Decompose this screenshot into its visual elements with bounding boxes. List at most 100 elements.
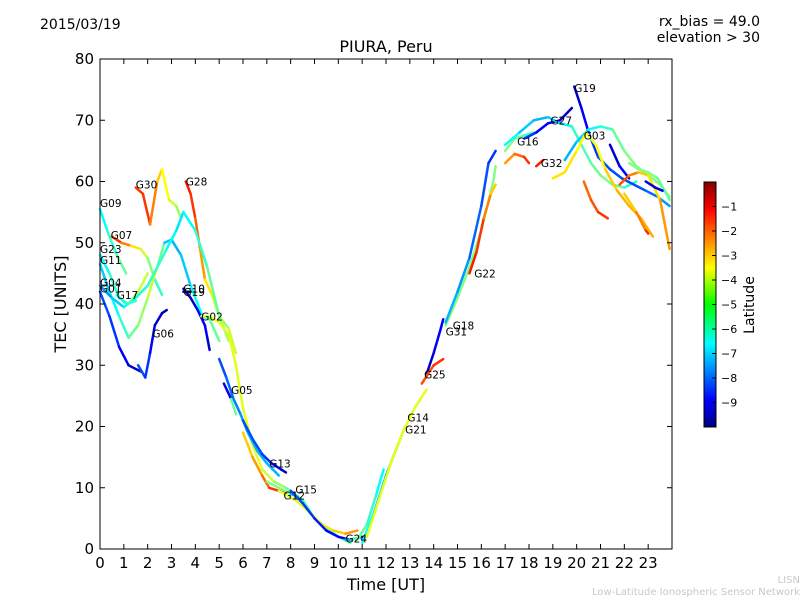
series-label: G02 [201, 311, 223, 323]
series-segment [115, 253, 128, 275]
series-segment [208, 318, 221, 343]
series-segment [98, 253, 111, 275]
series-segment [644, 180, 657, 189]
series-G10 [182, 287, 211, 352]
series-segment [487, 149, 497, 165]
series-segment [623, 192, 638, 214]
series-label: G15 [295, 485, 317, 497]
series-segment [175, 210, 185, 232]
series-Grise2 [444, 149, 497, 324]
series-Gpk5 [608, 143, 631, 180]
series-segment [279, 468, 288, 474]
series-segment [179, 253, 192, 287]
series-segment [127, 364, 142, 373]
series-segment [503, 131, 521, 147]
x-tick-label: 11 [353, 554, 372, 572]
series-G32 [534, 158, 545, 168]
series-segment [420, 364, 435, 385]
series-segment [146, 266, 159, 287]
series-segment [532, 115, 550, 122]
series-label: G24 [346, 534, 368, 546]
series-segment [165, 229, 178, 251]
series-segment [277, 489, 297, 502]
series-segment [136, 272, 149, 294]
y-tick-label: 80 [75, 50, 94, 68]
x-tick-label: 2 [143, 554, 153, 572]
series-Gpk1 [503, 152, 531, 165]
series-segment [580, 143, 593, 165]
series-segment [558, 122, 574, 128]
series-segment [225, 376, 235, 401]
series-label: G13 [269, 458, 291, 470]
series-label: G31 [446, 327, 468, 339]
series-label: G09 [100, 198, 122, 210]
series-segment [611, 128, 626, 153]
x-tick-label: 23 [639, 554, 658, 572]
series-segment [558, 106, 574, 122]
series-segment [260, 452, 273, 465]
series-segment [148, 180, 159, 226]
series-label: G06 [152, 328, 174, 340]
series-label: G27 [551, 115, 573, 127]
series-segment [518, 119, 536, 134]
series-segment [153, 311, 164, 327]
series-segment [134, 284, 149, 300]
series-segment [170, 238, 183, 257]
series-segment [98, 284, 114, 300]
colorbar-tick-label: −3 [721, 250, 737, 263]
series-segment [503, 152, 516, 165]
series-segment [503, 137, 516, 153]
series-segment [513, 152, 526, 159]
colorbar-label: Latitude [742, 276, 758, 334]
series-segment [277, 486, 292, 496]
series-segment [265, 462, 281, 477]
series-segment [377, 462, 393, 502]
series-label: G04 [100, 278, 122, 290]
series-segment [627, 161, 640, 171]
y-tick-label: 50 [75, 234, 94, 252]
y-tick-label: 20 [75, 418, 94, 436]
series-segment [375, 468, 385, 496]
series-G27 [522, 106, 574, 140]
series-segment [129, 244, 142, 251]
series-label: G18 [453, 320, 475, 332]
series-segment [251, 455, 264, 477]
series-label: G22 [474, 268, 496, 280]
series-segment [256, 449, 269, 465]
series-G25 [425, 318, 445, 376]
series-segment [575, 131, 588, 153]
x-tick-label: 22 [615, 554, 634, 572]
series-segment [105, 229, 118, 257]
series-segment [365, 492, 378, 526]
series-segment [155, 247, 168, 269]
series-G31 [420, 357, 445, 385]
series-segment [534, 158, 545, 168]
series-segment [344, 529, 359, 535]
x-tick-label: 10 [329, 554, 348, 572]
x-tick-label: 5 [214, 554, 224, 572]
colorbar-tick-label: −7 [721, 348, 737, 361]
series-Gpk8 [627, 161, 671, 202]
series-segment [153, 278, 164, 297]
footer: LISN Low-Latitude Ionospheric Sensor Net… [592, 575, 800, 599]
series-segment [167, 198, 178, 208]
series-segment [160, 168, 171, 202]
series-segment [468, 250, 478, 275]
series-Grise1 [356, 468, 385, 542]
series-G22 [468, 183, 497, 275]
series-segment [456, 266, 471, 300]
footer-long: Low-Latitude Ionospheric Sensor Network [592, 587, 800, 598]
series-segment [260, 468, 276, 483]
series-segment [444, 290, 459, 324]
series-segment [141, 192, 152, 226]
y-axis-label: TEC [UNITS] [51, 256, 70, 354]
series-segment [206, 336, 211, 352]
series-segment [265, 480, 281, 490]
series-segment [136, 296, 149, 327]
x-tick-label: 19 [543, 554, 562, 572]
series-segment [637, 171, 650, 177]
y-tick-label: 0 [84, 540, 94, 558]
series-segment [589, 198, 600, 214]
series-segment [203, 324, 209, 339]
colorbar-tick-label: −6 [721, 323, 737, 336]
